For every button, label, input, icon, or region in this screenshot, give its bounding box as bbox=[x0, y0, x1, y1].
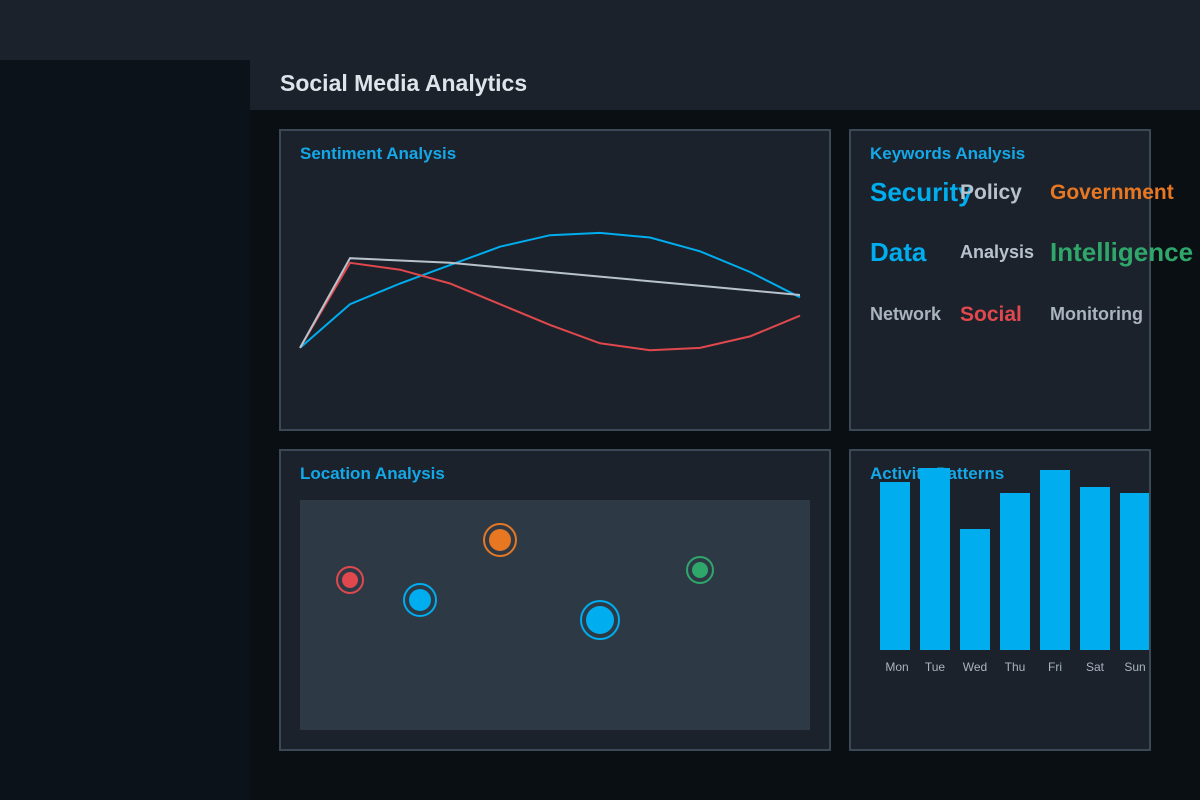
activity-bar-fri[interactable] bbox=[1040, 470, 1070, 650]
location-marker-ring bbox=[686, 556, 714, 584]
activity-bar-thu[interactable] bbox=[1000, 493, 1030, 650]
location-marker-ring bbox=[403, 583, 437, 617]
keywords-panel: Keywords Analysis Security Policy Governme… bbox=[849, 129, 1193, 431]
activity-bar-sat[interactable] bbox=[1080, 487, 1110, 650]
top-bar bbox=[0, 0, 1200, 60]
keyword-monitoring[interactable]: Monitoring bbox=[1050, 304, 1143, 324]
location-marker-ring bbox=[580, 600, 620, 640]
location-marker[interactable] bbox=[580, 600, 620, 640]
activity-day-label: Sat bbox=[1085, 660, 1104, 674]
location-marker-dot bbox=[342, 572, 358, 588]
activity-day-label: Sun bbox=[1124, 660, 1146, 674]
activity-day-label: Mon bbox=[885, 660, 909, 674]
activity-day-label: Thu bbox=[1004, 660, 1026, 674]
location-marker-ring bbox=[336, 566, 364, 594]
location-marker[interactable] bbox=[483, 523, 517, 557]
location-panel: Location Analysis bbox=[279, 449, 831, 751]
sentiment-panel: Sentiment Analysis bbox=[279, 129, 831, 431]
activity-bar-tue[interactable] bbox=[920, 468, 950, 650]
keyword-data[interactable]: Data bbox=[870, 237, 927, 267]
keyword-social[interactable]: Social bbox=[960, 302, 1022, 326]
activity-chart bbox=[880, 468, 1149, 650]
keyword-network[interactable]: Network bbox=[870, 304, 942, 324]
activity-day-label: Tue bbox=[924, 660, 946, 674]
location-map[interactable] bbox=[300, 500, 810, 730]
location-marker[interactable] bbox=[336, 566, 364, 594]
location-panel-title: Location Analysis bbox=[300, 464, 445, 483]
activity-bar-sun[interactable] bbox=[1120, 493, 1149, 650]
location-marker-dot bbox=[586, 606, 614, 634]
sentiment-series-line-2 bbox=[299, 261, 801, 352]
location-marker-dot bbox=[409, 589, 431, 611]
location-marker[interactable] bbox=[686, 556, 714, 584]
keyword-intelligence[interactable]: Intelligence bbox=[1050, 237, 1194, 267]
page-title: Social Media Analytics bbox=[280, 70, 528, 96]
keywords-panel-title: Keywords Analysis bbox=[870, 144, 1026, 163]
keyword-policy[interactable]: Policy bbox=[960, 180, 1022, 204]
activity-bar-mon[interactable] bbox=[880, 482, 910, 650]
location-marker[interactable] bbox=[403, 583, 437, 617]
activity-panel: Activity Patterns Mon Tue Wed Thu Fri Sat Sun bbox=[849, 449, 1151, 751]
location-marker-dot bbox=[692, 562, 708, 578]
activity-bar-wed[interactable] bbox=[960, 529, 990, 650]
activity-day-label: Fri bbox=[1048, 660, 1062, 674]
sentiment-panel-title: Sentiment Analysis bbox=[300, 144, 457, 163]
keyword-analysis[interactable]: Analysis bbox=[960, 242, 1035, 262]
location-marker-ring bbox=[483, 523, 517, 557]
sentiment-series-line-1 bbox=[299, 231, 801, 349]
sidebar bbox=[0, 60, 250, 800]
sentiment-series-line-3 bbox=[299, 257, 801, 349]
location-marker-dot bbox=[489, 529, 511, 551]
sentiment-chart bbox=[299, 231, 801, 352]
keyword-government[interactable]: Government bbox=[1050, 180, 1174, 204]
activity-day-label: Wed bbox=[962, 660, 988, 674]
location-markers bbox=[336, 523, 714, 640]
keyword-security[interactable]: Security bbox=[870, 177, 973, 207]
page-header: Social Media Analytics bbox=[250, 60, 1200, 110]
